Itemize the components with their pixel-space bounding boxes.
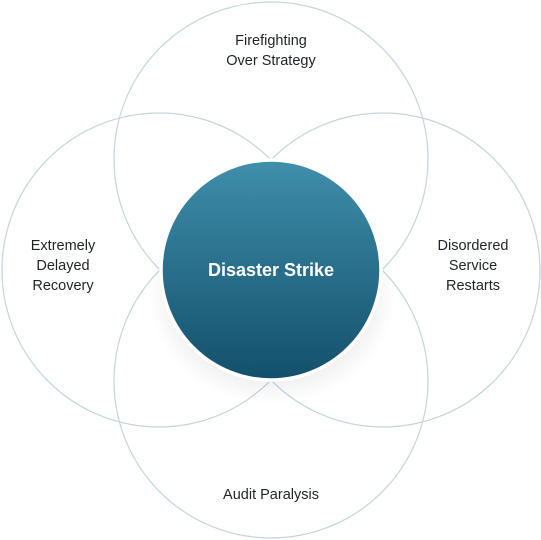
petal-label-top: Firefighting Over Strategy xyxy=(226,33,316,69)
center-circle xyxy=(159,158,383,382)
petal-label-bottom: Audit Paralysis xyxy=(223,487,319,503)
petal-label-left: Extremely Delayed Recovery xyxy=(30,238,96,294)
center-label: Disaster Strike xyxy=(207,260,335,280)
petal-label-right: Disordered Service Restarts xyxy=(437,238,509,294)
